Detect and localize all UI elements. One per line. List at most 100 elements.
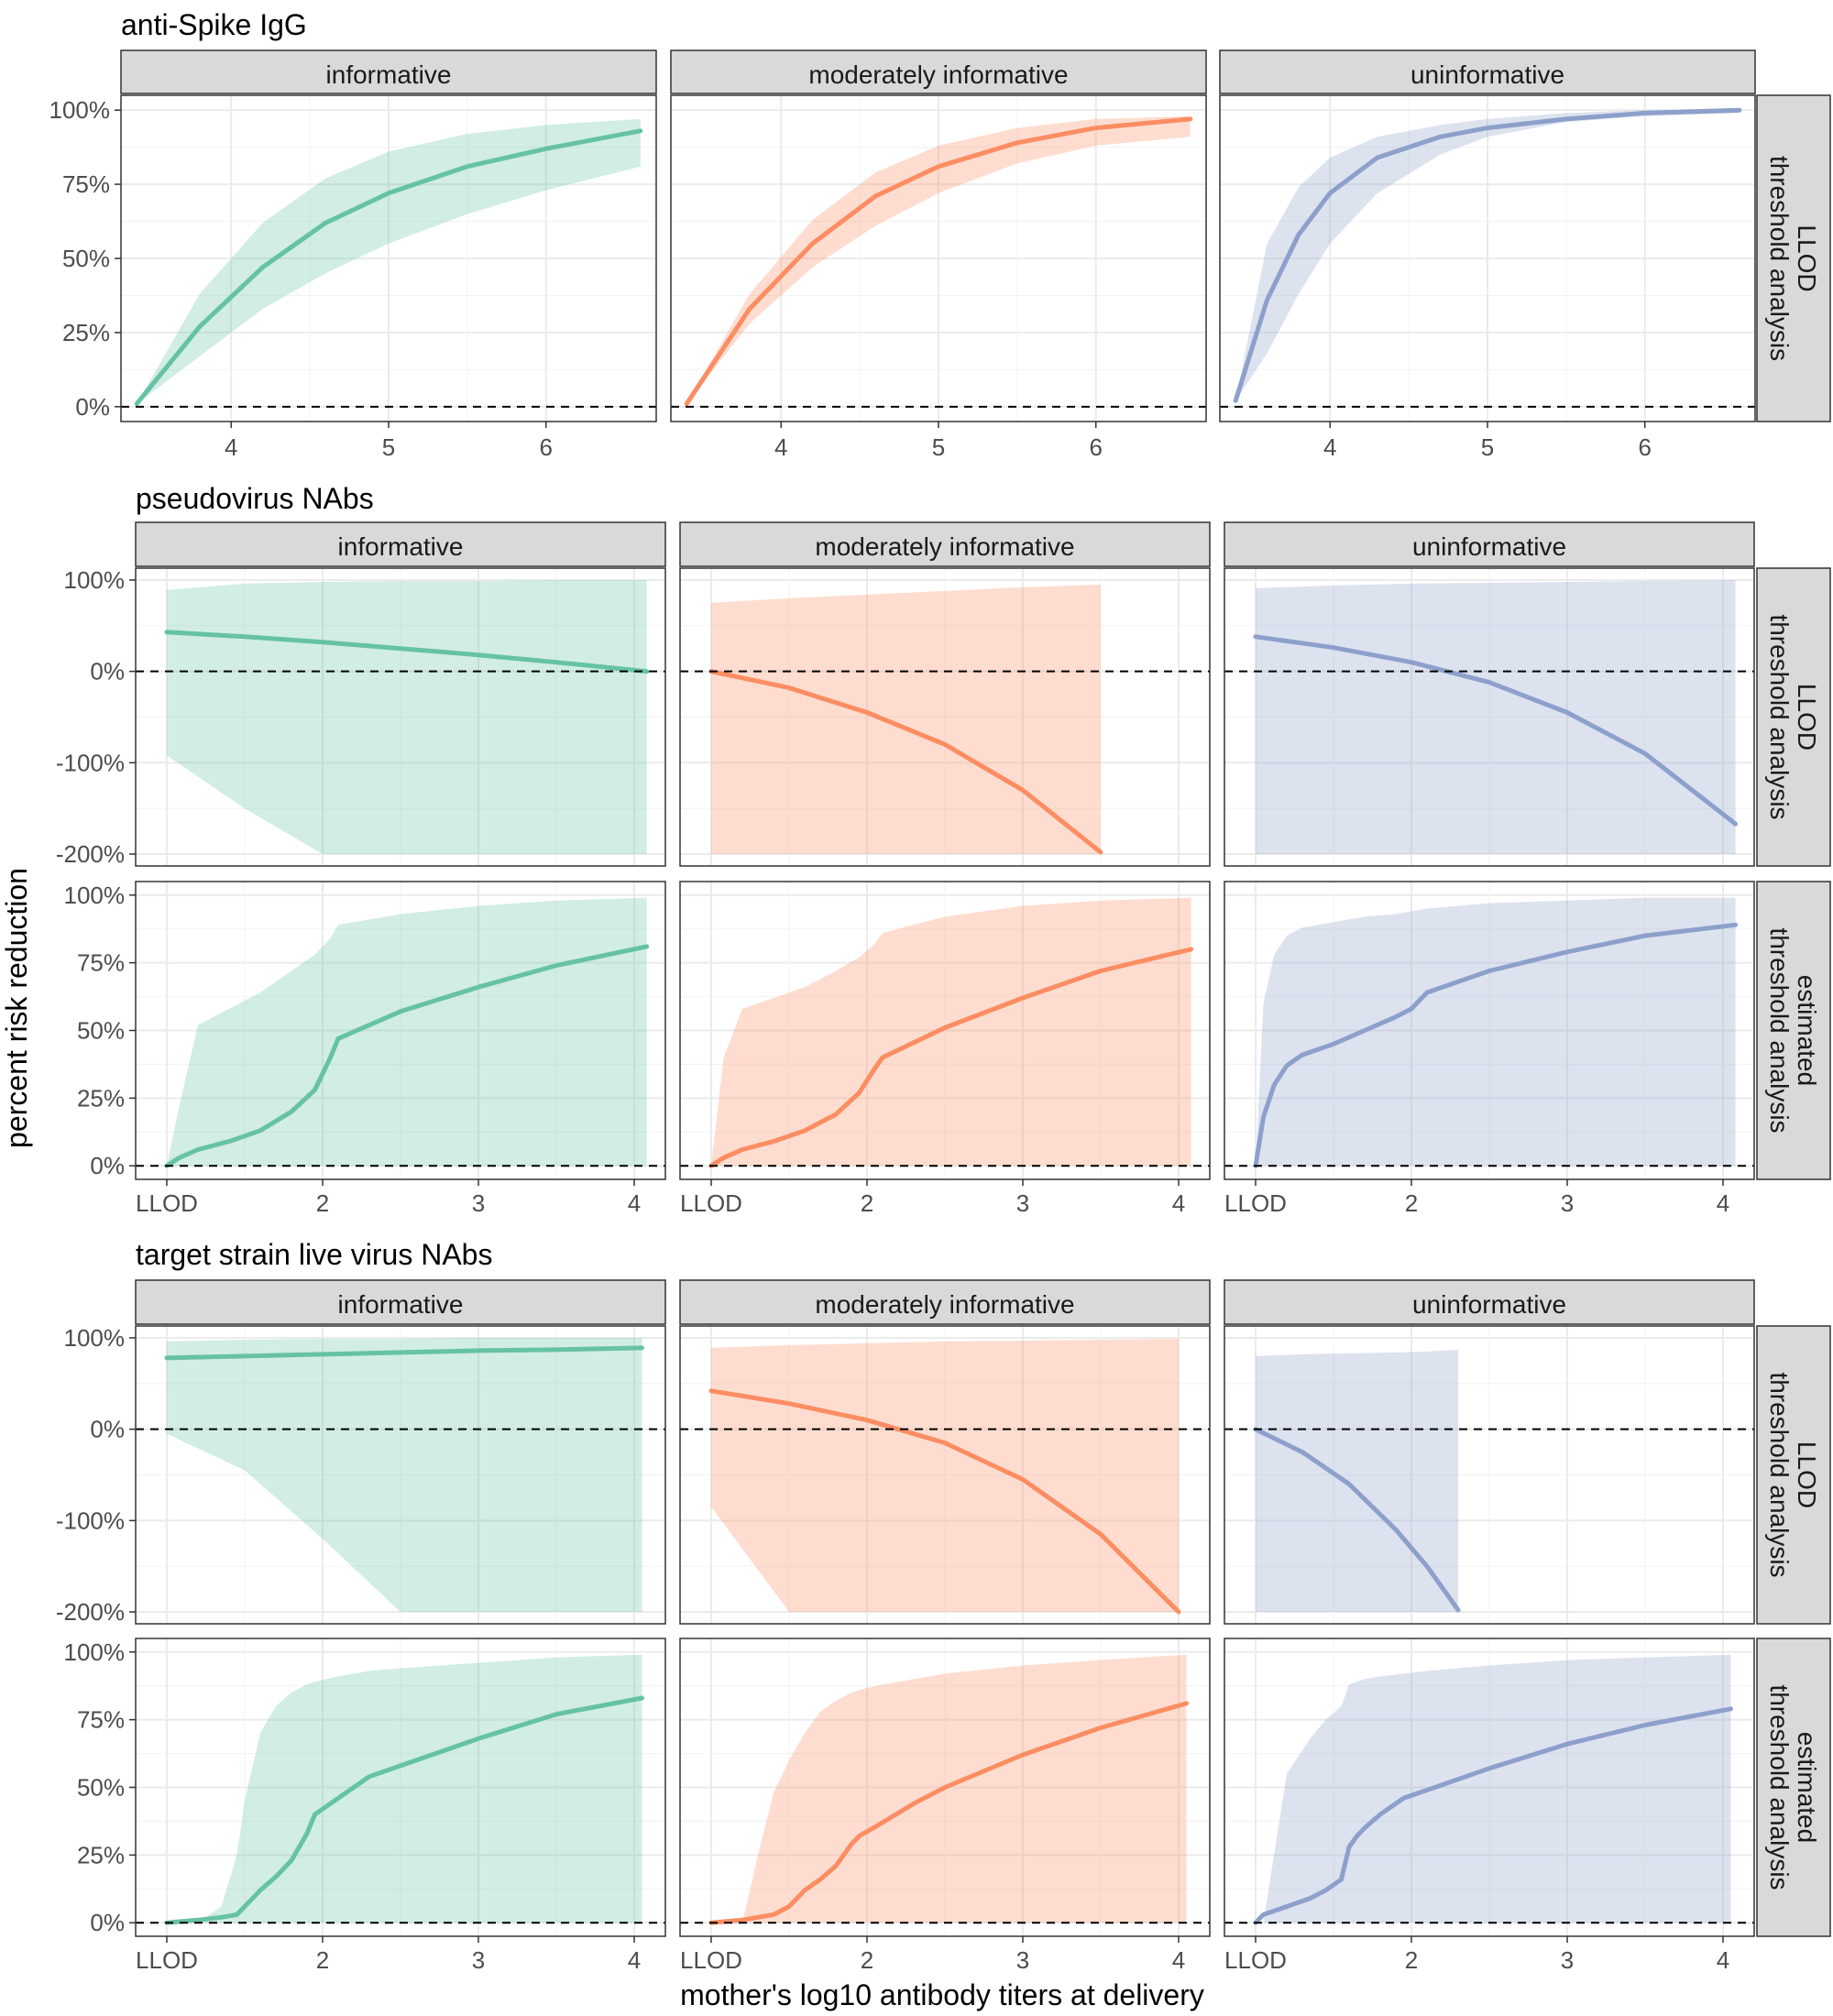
estimate-line bbox=[134, 128, 643, 407]
y-tick-label: 100% bbox=[64, 566, 126, 594]
x-tick-label: 2 bbox=[316, 1946, 329, 1974]
panel-moderately-informative-row2: LLOD 2 3 4 bbox=[679, 881, 1211, 1217]
chart-sections: anti-Spike IgGinformative0%25%50%75%100%… bbox=[49, 8, 1831, 1974]
y-tick-label: 0% bbox=[75, 393, 110, 421]
y-tick-label: -100% bbox=[56, 749, 125, 776]
estimate-line bbox=[1253, 922, 1739, 1168]
x-tick-label: 3 bbox=[472, 1189, 485, 1217]
row-strip-label: LLODthreshold analysis bbox=[1765, 1372, 1821, 1577]
estimate-line bbox=[164, 1695, 644, 1925]
row-strip-line: threshold analysis bbox=[1765, 1684, 1794, 1890]
section-title: pseudovirus NAbs bbox=[136, 482, 374, 515]
panel-uninformative-row2: LLOD 2 3 4 bbox=[1224, 881, 1755, 1217]
x-tick-label: 4 bbox=[628, 1189, 641, 1217]
column-strip-label: uninformative bbox=[1412, 1290, 1566, 1319]
row-strip-line: estimated bbox=[1793, 1732, 1821, 1843]
section-title: anti-Spike IgG bbox=[121, 8, 307, 41]
estimate-line bbox=[164, 1345, 644, 1361]
column-strip bbox=[679, 521, 1211, 567]
y-tick-label: 0% bbox=[90, 1909, 125, 1936]
row-strip-line: estimated bbox=[1793, 975, 1821, 1086]
confidence-band bbox=[1256, 1654, 1731, 1923]
confidence-band bbox=[167, 1338, 642, 1612]
panel-moderately-informative-row1 bbox=[679, 567, 1211, 867]
column-strip bbox=[670, 49, 1207, 94]
panel-moderately-informative-row1: 4 5 6 bbox=[670, 94, 1207, 461]
x-tick-label: LLOD bbox=[1224, 1189, 1287, 1217]
column-strip bbox=[120, 49, 657, 94]
column-strip bbox=[135, 521, 666, 567]
confidence-band bbox=[711, 1654, 1187, 1923]
y-tick-label: 100% bbox=[64, 1638, 126, 1666]
panel-informative-row1: 0% 25% 50% 75% 100% 4 5 6 bbox=[49, 94, 657, 461]
column-strip bbox=[1224, 1279, 1755, 1325]
x-tick-label: 5 bbox=[1481, 433, 1494, 461]
confidence-band bbox=[167, 1654, 642, 1923]
x-tick-label: 6 bbox=[1090, 433, 1103, 461]
y-tick-label: 75% bbox=[77, 949, 125, 977]
x-tick-label: LLOD bbox=[1224, 1946, 1287, 1974]
panel-border bbox=[1224, 567, 1755, 867]
confidence-band bbox=[711, 897, 1191, 1167]
y-tick-label: 100% bbox=[64, 1324, 126, 1352]
x-tick-label: 2 bbox=[861, 1946, 873, 1974]
estimate-line bbox=[1233, 107, 1742, 403]
estimate-line bbox=[164, 944, 650, 1168]
x-tick-label: 5 bbox=[932, 433, 945, 461]
y-tick-label: 50% bbox=[62, 245, 110, 272]
panel-border bbox=[1224, 1325, 1755, 1625]
y-tick-label: 25% bbox=[77, 1841, 125, 1868]
estimate-line bbox=[708, 1388, 1181, 1615]
estimate-line bbox=[708, 669, 1103, 855]
estimate-line bbox=[1253, 634, 1739, 827]
x-tick-label: 2 bbox=[861, 1189, 873, 1217]
column-strip-label: moderately informative bbox=[815, 532, 1074, 561]
x-tick-label: LLOD bbox=[680, 1946, 742, 1974]
x-tick-label: 2 bbox=[1405, 1946, 1418, 1974]
column-strip bbox=[1224, 521, 1755, 567]
y-tick-label: 25% bbox=[62, 319, 110, 346]
x-tick-label: 4 bbox=[1323, 433, 1336, 461]
column-strip-label: informative bbox=[338, 1290, 464, 1319]
x-tick-label: 3 bbox=[1561, 1946, 1574, 1974]
column-strip bbox=[679, 1279, 1211, 1325]
panel-border bbox=[679, 881, 1211, 1180]
estimate-line bbox=[164, 630, 650, 674]
estimate-line bbox=[1253, 1427, 1461, 1613]
panel-border bbox=[679, 567, 1211, 867]
column-strip-label: moderately informative bbox=[808, 60, 1068, 89]
y-axis-title: percent risk reduction bbox=[0, 868, 33, 1148]
panel-uninformative-row1 bbox=[1224, 1325, 1755, 1625]
row-strip-label: LLODthreshold analysis bbox=[1765, 156, 1821, 361]
column-strip-label: informative bbox=[338, 532, 464, 561]
x-tick-label: 5 bbox=[382, 433, 395, 461]
column-strip-label: uninformative bbox=[1410, 60, 1564, 89]
confidence-band bbox=[686, 115, 1191, 404]
column-strip-label: informative bbox=[326, 60, 452, 89]
y-tick-label: 75% bbox=[77, 1706, 125, 1734]
x-tick-label: 3 bbox=[1561, 1189, 1574, 1217]
x-axis-title: mother's log10 antibody titers at delive… bbox=[680, 1978, 1204, 2011]
y-tick-label: -200% bbox=[56, 1598, 125, 1626]
row-strip bbox=[1756, 1638, 1831, 1937]
confidence-band bbox=[167, 897, 647, 1167]
estimate-line bbox=[708, 1701, 1189, 1925]
y-tick-label: 0% bbox=[90, 1152, 125, 1179]
confidence-band bbox=[1256, 1349, 1458, 1612]
row-strip-line: threshold analysis bbox=[1765, 156, 1794, 361]
x-tick-label: 3 bbox=[472, 1946, 485, 1974]
confidence-band bbox=[167, 580, 647, 854]
confidence-band bbox=[1256, 897, 1736, 1167]
row-strip bbox=[1756, 881, 1831, 1180]
section-3: target strain live virus NAbs informative… bbox=[56, 1238, 1831, 1974]
x-tick-label: 4 bbox=[628, 1946, 641, 1974]
row-strip-line: LLOD bbox=[1793, 684, 1821, 751]
panel-uninformative-row1: 4 5 6 bbox=[1219, 94, 1756, 461]
y-tick-label: 50% bbox=[77, 1017, 125, 1045]
x-tick-label: 6 bbox=[540, 433, 553, 461]
x-tick-label: 4 bbox=[774, 433, 787, 461]
confidence-band bbox=[1235, 110, 1740, 401]
confidence-band bbox=[711, 584, 1101, 854]
x-tick-label: 4 bbox=[1172, 1189, 1185, 1217]
panel-border bbox=[679, 1325, 1211, 1625]
